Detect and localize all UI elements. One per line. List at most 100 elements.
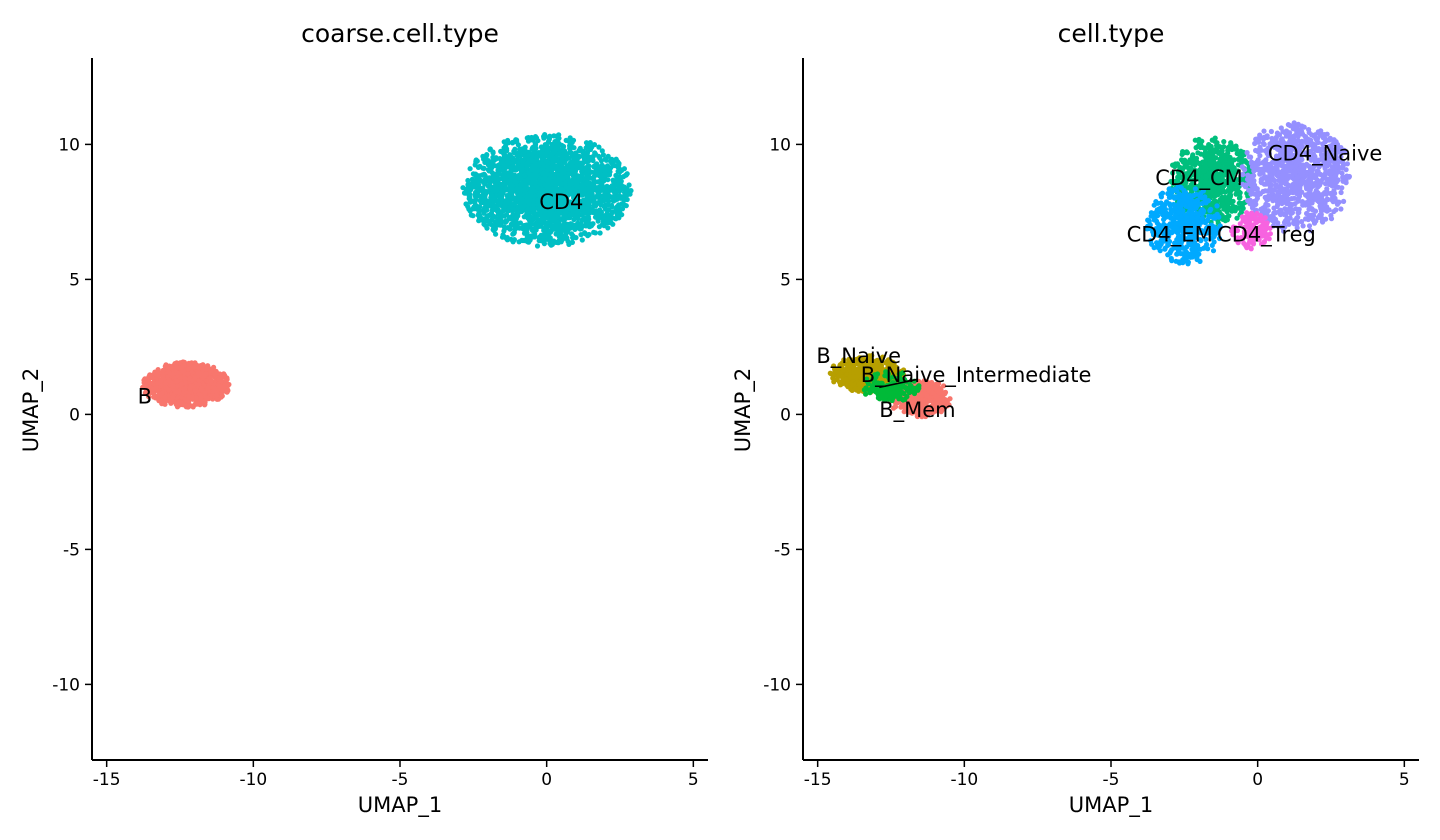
data-point [601, 203, 607, 209]
data-point [497, 191, 503, 198]
data-point [216, 376, 222, 382]
data-point [1200, 159, 1206, 165]
data-point [470, 171, 476, 177]
data-point [556, 135, 562, 141]
data-point [526, 239, 532, 245]
data-point [168, 400, 174, 406]
data-point [621, 197, 627, 203]
data-point [1212, 135, 1218, 141]
data-point [538, 152, 544, 159]
data-point [561, 233, 567, 239]
data-point [491, 157, 497, 163]
data-point [586, 185, 592, 191]
data-point [620, 185, 626, 191]
data-point [589, 209, 595, 215]
data-point [476, 182, 482, 188]
data-point [850, 382, 856, 388]
data-point [195, 364, 202, 370]
data-point [186, 393, 192, 400]
data-point [504, 146, 510, 152]
data-point [494, 187, 500, 193]
data-point [156, 398, 162, 404]
data-point [1236, 195, 1243, 201]
data-point [464, 186, 470, 192]
data-point [507, 152, 513, 158]
data-point [162, 394, 168, 400]
data-point [505, 208, 511, 214]
y-tick-label: 10 [58, 135, 80, 155]
data-point [484, 202, 490, 208]
data-point [575, 174, 581, 180]
data-point [194, 395, 200, 401]
data-point [555, 231, 562, 237]
data-point [195, 370, 201, 376]
data-point [143, 382, 149, 388]
data-point [543, 227, 550, 233]
data-point [224, 388, 231, 394]
data-point [1233, 143, 1239, 149]
data-point [490, 213, 496, 219]
data-point [584, 149, 591, 156]
data-point [540, 176, 546, 182]
data-point [590, 157, 596, 164]
data-point [208, 378, 214, 384]
data-point [559, 181, 565, 187]
data-point [525, 135, 532, 141]
data-point [190, 403, 196, 409]
data-point [150, 386, 156, 392]
data-point [477, 207, 483, 213]
data-point [1211, 197, 1218, 204]
data-point [527, 172, 533, 178]
data-point [463, 201, 469, 207]
cluster-B [140, 359, 232, 410]
data-point [515, 173, 522, 179]
data-point [901, 391, 907, 397]
data-point [212, 385, 218, 392]
data-point [616, 179, 622, 186]
data-point [577, 221, 583, 227]
data-point [610, 186, 616, 192]
data-point [178, 400, 184, 406]
data-point [615, 159, 621, 165]
data-point [601, 172, 607, 178]
data-point [1219, 194, 1225, 200]
data-point [172, 361, 178, 367]
data-point [554, 222, 560, 228]
data-point [558, 171, 564, 177]
data-point [585, 192, 591, 199]
data-point [497, 156, 503, 162]
scatter-points [140, 132, 634, 410]
data-point [170, 394, 176, 400]
data-point [837, 382, 844, 388]
data-point [1214, 190, 1220, 196]
data-point [586, 231, 592, 238]
data-point [515, 186, 522, 192]
data-point [174, 404, 181, 410]
data-point [218, 394, 224, 400]
data-point [853, 387, 860, 393]
data-point [465, 177, 471, 184]
data-point [480, 165, 486, 171]
data-point [476, 218, 482, 224]
data-point [160, 373, 166, 379]
data-point [495, 211, 501, 218]
data-point [1236, 200, 1242, 206]
x-tick-label: -10 [239, 770, 267, 790]
data-point [192, 375, 198, 381]
data-point [142, 376, 148, 382]
data-point [501, 234, 507, 240]
data-point [185, 398, 191, 404]
data-point [533, 172, 539, 178]
y-axis-label: UMAP_2 [731, 368, 756, 452]
data-point [224, 375, 230, 381]
data-point [475, 212, 481, 218]
data-point [591, 142, 598, 148]
data-point [1221, 153, 1227, 159]
data-point [549, 217, 555, 223]
data-point [486, 175, 492, 181]
data-point [509, 164, 515, 170]
data-point [574, 184, 580, 190]
data-point [507, 192, 513, 198]
data-point [843, 376, 849, 382]
data-point [501, 177, 507, 183]
